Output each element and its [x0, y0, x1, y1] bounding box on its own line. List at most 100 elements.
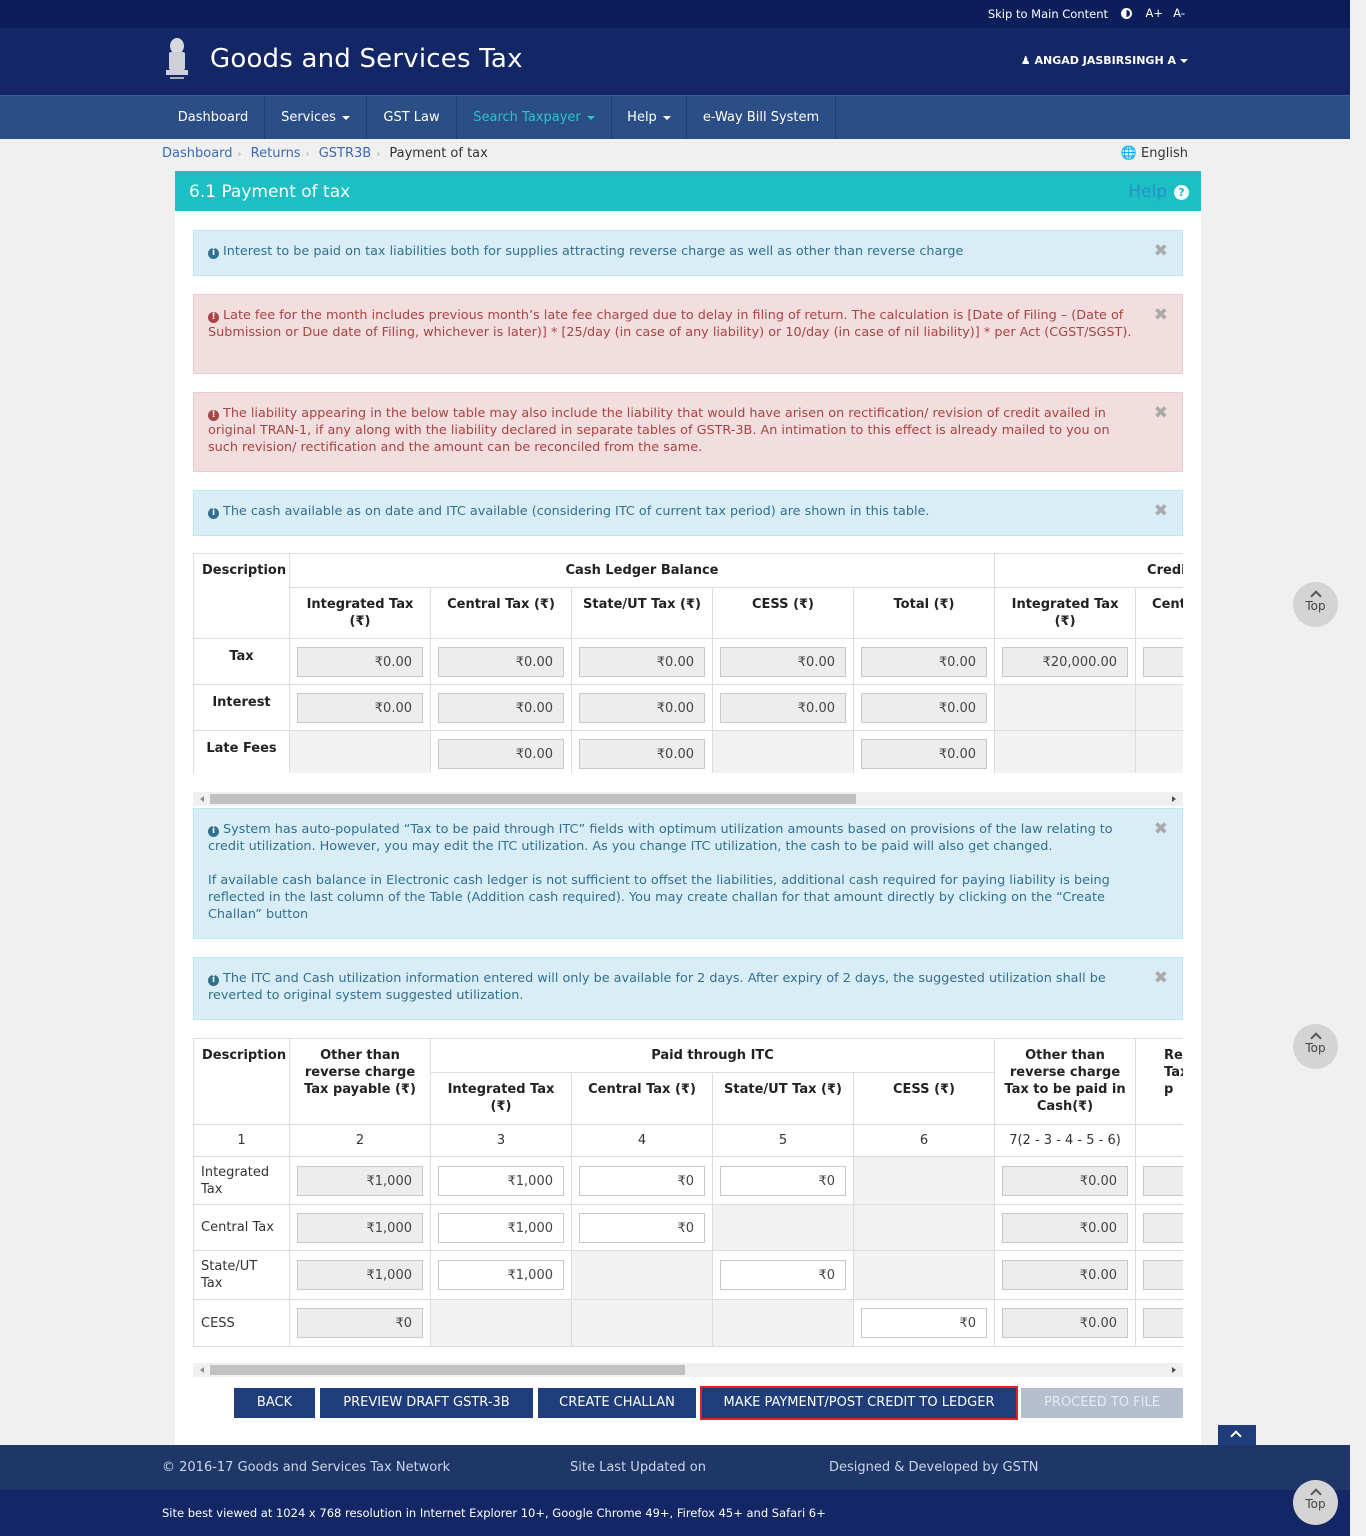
chevron-down-icon [586, 115, 595, 120]
help-link[interactable]: Help [1128, 182, 1167, 202]
col-total: Total (₹) [852, 587, 996, 639]
col-itc-igst: Integrated Tax (₹) [430, 1072, 572, 1125]
nav-eway-bill[interactable]: e-Way Bill System [687, 96, 836, 139]
create-challan-button[interactable]: CREATE CHALLAN [538, 1388, 696, 1418]
col-cash-payable: Other than reverse charge Tax to be paid… [994, 1038, 1137, 1125]
cgst-payable-field: ₹1,000 [297, 1212, 423, 1243]
interest-total-field: ₹0.00 [861, 692, 988, 723]
help-icon[interactable]: ? [1174, 185, 1189, 200]
col-num-4: 4 [571, 1124, 713, 1157]
payment-panel: 6.1 Payment of tax Help ? i Interest to b… [175, 171, 1201, 1445]
alert-auto-populated: i System has auto-populated “Tax to be pa… [193, 808, 1183, 939]
col-credit: Credi [994, 553, 1183, 588]
nav-dashboard[interactable]: Dashboard [162, 96, 265, 139]
page-scrollbar[interactable] [1350, 0, 1366, 1536]
chevron-down-icon [662, 115, 671, 120]
proceed-to-file-button[interactable]: PROCEED TO FILE [1021, 1388, 1183, 1418]
col-paid-itc: Paid through ITC [429, 1038, 996, 1073]
balance-table-scrollbar[interactable] [193, 792, 1183, 806]
payment-table-scrollbar[interactable] [193, 1363, 1183, 1377]
close-icon[interactable]: ✖ [1153, 241, 1168, 261]
igst-itc-cgst-input[interactable]: ₹0 [579, 1165, 705, 1196]
breadcrumb: Dashboard › Returns › GSTR3B › Payment of t… [162, 146, 488, 161]
back-button[interactable]: BACK [234, 1388, 315, 1418]
warning-icon: ! [208, 312, 219, 323]
footer: © 2016-17 Goods and Services Tax Network… [0, 1445, 1350, 1490]
scroll-top-button[interactable]: Top [1293, 582, 1338, 627]
scroll-thumb[interactable] [210, 1365, 685, 1375]
nav-services[interactable]: Services [265, 96, 367, 139]
sgst-itc-sgst-input[interactable]: ₹0 [720, 1260, 846, 1290]
close-icon[interactable]: ✖ [1153, 403, 1168, 423]
globe-icon: 🌐 [1120, 146, 1137, 161]
col-description: Description [193, 553, 290, 639]
tax-sgst-field: ₹0.00 [579, 646, 705, 677]
contrast-icon[interactable] [1121, 8, 1132, 19]
footer-copyright: © 2016-17 Goods and Services Tax Network [162, 1460, 451, 1475]
balance-table: Description Cash Ledger Balance Credi In… [193, 553, 1183, 773]
top-strip: Skip to Main Content A+ A- [0, 0, 1366, 28]
sgst-cash-field: ₹0.00 [1002, 1260, 1129, 1290]
balance-table-wrap: Description Cash Ledger Balance Credi In… [193, 553, 1183, 773]
interest-cgst-field: ₹0.00 [438, 692, 564, 723]
col-itc-cgst: Central Tax (₹) [571, 1072, 713, 1125]
row-late-fees-label: Late Fees [193, 730, 290, 773]
footer-updated: Site Last Updated on [570, 1460, 706, 1475]
sgst-payable-field: ₹1,000 [297, 1260, 423, 1290]
scroll-left-icon [200, 1367, 204, 1373]
scroll-thumb[interactable] [210, 794, 856, 804]
row-igst-label: Integrated Tax [193, 1156, 290, 1205]
igst-cash-field: ₹0.00 [1002, 1165, 1129, 1196]
preview-draft-button[interactable]: PREVIEW DRAFT GSTR-3B [320, 1388, 533, 1418]
scroll-top-button[interactable]: Top [1293, 1480, 1338, 1525]
user-menu[interactable]: ♟ ANGAD JASBIRSINGH A [1021, 54, 1188, 67]
close-icon[interactable]: ✖ [1153, 968, 1168, 988]
cess-itc-cess-input[interactable]: ₹0 [861, 1308, 988, 1338]
nav-search-taxpayer[interactable]: Search Taxpayer [457, 96, 612, 139]
scroll-left-icon [200, 796, 204, 802]
tax-igst-field: ₹0.00 [297, 646, 423, 677]
tax-credit-cgst-field [1143, 646, 1183, 677]
col-num-1: 1 [193, 1124, 290, 1157]
cgst-cash-field: ₹0.00 [1002, 1212, 1129, 1243]
emblem-icon [166, 38, 188, 79]
latefee-sgst-field: ₹0.00 [579, 738, 705, 769]
breadcrumb-returns[interactable]: Returns [250, 146, 301, 161]
nav-help[interactable]: Help [612, 96, 687, 139]
footer-bottom: Site best viewed at 1024 x 768 resolutio… [0, 1490, 1350, 1536]
font-decrease-button[interactable]: A- [1173, 6, 1185, 20]
sgst-itc-igst-input[interactable]: ₹1,000 [438, 1260, 564, 1290]
col-num-6: 6 [852, 1124, 996, 1157]
row-interest-label: Interest [193, 684, 290, 731]
font-increase-button[interactable]: A+ [1145, 6, 1163, 20]
close-icon[interactable]: ✖ [1153, 501, 1168, 521]
cgst-itc-igst-input[interactable]: ₹1,000 [438, 1212, 564, 1243]
breadcrumb-gstr3b[interactable]: GSTR3B [318, 146, 372, 161]
col-igst: Integrated Tax (₹) [289, 587, 431, 639]
back-to-top-tab[interactable] [1218, 1425, 1256, 1445]
nav-gst-law[interactable]: GST Law [367, 96, 457, 139]
language-selector[interactable]: 🌐 English [1120, 146, 1188, 161]
interest-cess-field: ₹0.00 [720, 692, 846, 723]
alert-cash-available: i The cash available as on date and ITC a… [193, 490, 1183, 536]
col-credit-cgst: Cent [1135, 587, 1183, 639]
igst-itc-igst-input[interactable]: ₹1,000 [438, 1165, 564, 1196]
col-tax-payable: Other than reverse charge Tax payable (₹… [289, 1038, 431, 1125]
skip-to-main-link[interactable]: Skip to Main Content [987, 7, 1108, 21]
tax-cess-field: ₹0.00 [720, 646, 846, 677]
payment-table: Description Other than reverse charge Ta… [193, 1038, 1183, 1347]
info-icon: i [208, 248, 219, 259]
breadcrumb-dashboard[interactable]: Dashboard [162, 146, 233, 161]
igst-itc-sgst-input[interactable]: ₹0 [720, 1165, 846, 1196]
cgst-itc-cgst-input[interactable]: ₹0 [579, 1212, 705, 1243]
make-payment-button[interactable]: MAKE PAYMENT/POST CREDIT TO LEDGER [700, 1386, 1018, 1420]
cess-cash-field: ₹0.00 [1002, 1308, 1129, 1338]
chevron-down-icon [1180, 59, 1188, 63]
row-cgst-label: Central Tax [193, 1204, 290, 1251]
close-icon[interactable]: ✖ [1153, 305, 1168, 325]
latefee-total-field: ₹0.00 [861, 738, 988, 769]
scroll-top-button[interactable]: Top [1293, 1024, 1338, 1069]
site-title: Goods and Services Tax [210, 44, 523, 74]
close-icon[interactable]: ✖ [1153, 819, 1168, 839]
chevron-down-icon [341, 115, 350, 120]
